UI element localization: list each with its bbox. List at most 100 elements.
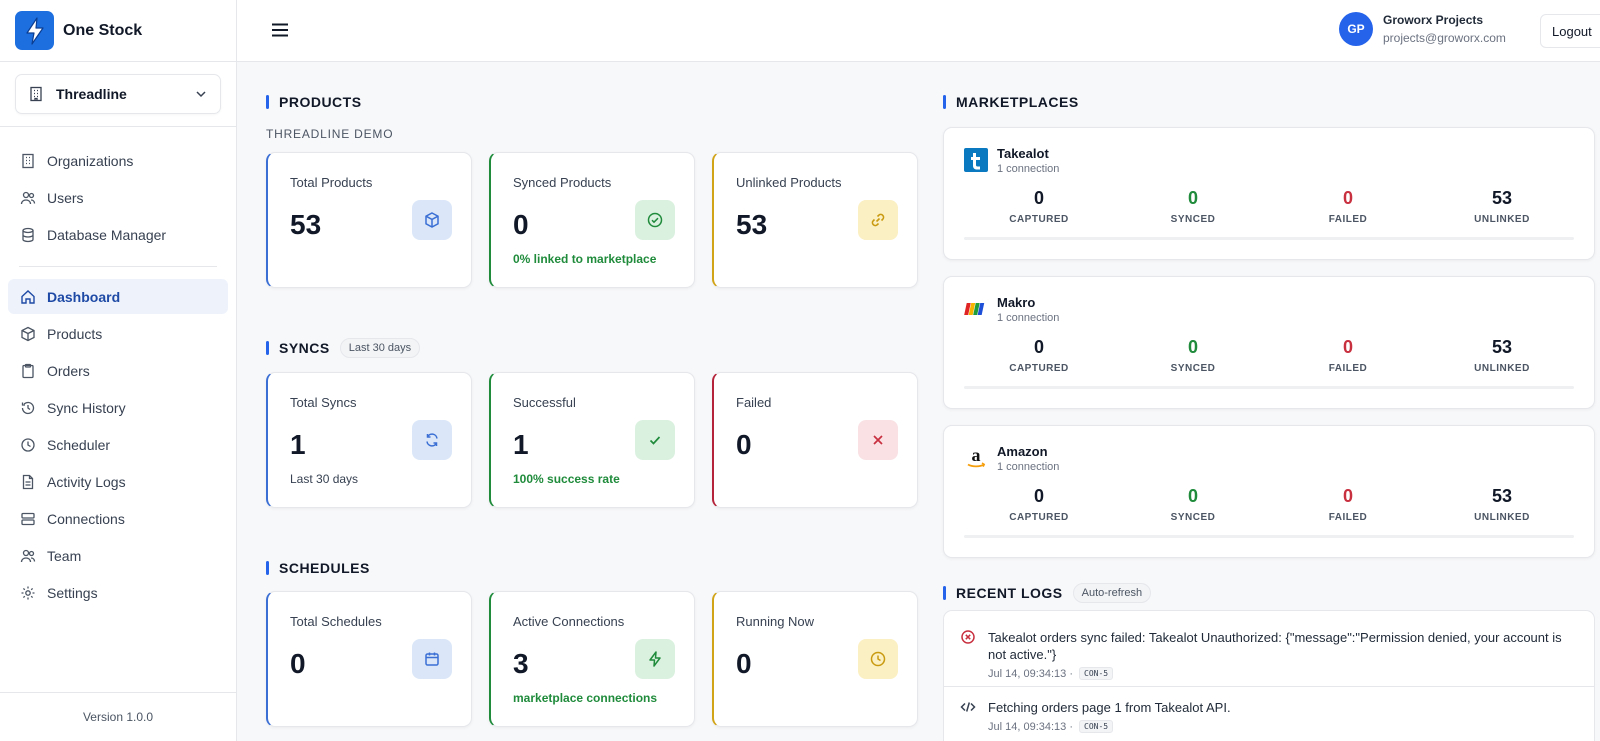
- clock-icon: [858, 639, 898, 679]
- products-section-title: PRODUCTS: [266, 94, 362, 110]
- connection-tag: CON-5: [1079, 720, 1114, 733]
- marketplace-card-amazon[interactable]: a Amazon 1 connection 0 CAPTURED 0 SYNCED …: [943, 425, 1595, 558]
- building-icon: [30, 86, 42, 102]
- sidebar-item-dashboard[interactable]: Dashboard: [8, 279, 228, 314]
- nav-divider: [19, 266, 217, 267]
- marketplace-connections: 1 connection: [997, 163, 1060, 175]
- stat-card-active-connections[interactable]: Active Connections 3 marketplace connect…: [489, 591, 695, 727]
- schedules-section-title: SCHEDULES: [266, 560, 370, 576]
- stat-failed: 0 FAILED: [1328, 486, 1368, 523]
- stat-value: 0: [290, 648, 306, 679]
- app-version: Version 1.0.0: [0, 692, 236, 741]
- clipboard-icon: [22, 363, 34, 378]
- user-profile[interactable]: GP Groworx Projects projects@groworx.com: [1339, 12, 1506, 46]
- stat-label: Active Connections: [513, 614, 625, 629]
- sidebar-item-label: Organizations: [47, 152, 134, 169]
- sidebar-item-label: Products: [47, 325, 103, 342]
- link-icon: [858, 200, 898, 240]
- marketplace-card-makro[interactable]: Makro 1 connection 0 CAPTURED 0 SYNCED 0 FA…: [943, 276, 1595, 409]
- sidebar-item-connections[interactable]: Connections: [8, 501, 228, 536]
- x-icon: [858, 420, 898, 460]
- cube-icon: [21, 326, 35, 341]
- log-time: Jul 14, 09:34:13 ·: [988, 667, 1074, 680]
- users-icon: [20, 191, 36, 204]
- takealot-logo-icon: [964, 148, 988, 172]
- check-icon: [635, 420, 675, 460]
- stat-card-unlinked-products[interactable]: Unlinked Products 53: [712, 152, 918, 288]
- marketplaces-section-title: MARKETPLACES: [943, 94, 1079, 110]
- sidebar-item-products[interactable]: Products: [8, 316, 228, 351]
- check-circle-icon: [635, 200, 675, 240]
- sidebar-item-users[interactable]: Users: [8, 180, 228, 215]
- marketplace-card-takealot[interactable]: Takealot 1 connection 0 CAPTURED 0 SYNCED …: [943, 127, 1595, 260]
- stat-captured: 0 CAPTURED: [1009, 188, 1069, 225]
- sidebar-item-activity-logs[interactable]: Activity Logs: [8, 464, 228, 499]
- clock-icon: [21, 437, 35, 452]
- stat-synced: 0 SYNCED: [1170, 486, 1216, 523]
- code-icon: [960, 702, 976, 712]
- log-time: Jul 14, 09:34:13 ·: [988, 720, 1074, 733]
- sidebar: One Stock Threadline Organizations Users…: [0, 0, 237, 741]
- stat-label: Total Products: [290, 175, 373, 190]
- error-circle-icon: [961, 630, 975, 644]
- sidebar-item-label: Settings: [47, 584, 98, 601]
- sidebar-item-label: Sync History: [47, 399, 126, 416]
- progress-track: [964, 386, 1574, 389]
- marketplace-name: Takealot: [997, 146, 1049, 161]
- stat-card-synced-products[interactable]: Synced Products 0 0% linked to marketpla…: [489, 152, 695, 288]
- sidebar-item-label: Database Manager: [47, 226, 167, 243]
- marketplace-name: Amazon: [997, 444, 1048, 459]
- connection-tag: CON-5: [1079, 667, 1114, 680]
- stat-card-total-products[interactable]: Total Products 53: [266, 152, 472, 288]
- marketplace-connections: 1 connection: [997, 312, 1060, 324]
- stat-card-successful[interactable]: Successful 1 100% success rate: [489, 372, 695, 508]
- log-meta: Jul 14, 09:34:13 · CON-5: [988, 720, 1114, 733]
- amazon-logo-icon: a: [964, 446, 988, 470]
- stat-card-total-syncs[interactable]: Total Syncs 1 Last 30 days: [266, 372, 472, 508]
- sidebar-item-organizations[interactable]: Organizations: [8, 143, 228, 178]
- recent-logs-list: Takealot orders sync failed: Takealot Un…: [943, 610, 1595, 741]
- stat-unlinked: 53 UNLINKED: [1474, 486, 1530, 523]
- home-icon: [21, 289, 35, 304]
- stat-failed: 0 FAILED: [1328, 337, 1368, 374]
- sidebar-item-team[interactable]: Team: [8, 538, 228, 573]
- section-title-text: RECENT LOGS: [956, 585, 1063, 601]
- stat-card-total-schedules[interactable]: Total Schedules 0: [266, 591, 472, 727]
- section-title-text: SCHEDULES: [279, 560, 370, 576]
- sidebar-item-scheduler[interactable]: Scheduler: [8, 427, 228, 462]
- history-icon: [21, 401, 35, 414]
- hamburger-menu-icon[interactable]: [270, 20, 290, 40]
- section-title-text: MARKETPLACES: [956, 94, 1079, 110]
- brand-name: One Stock: [63, 21, 143, 39]
- sidebar-item-database-manager[interactable]: Database Manager: [8, 217, 228, 252]
- stat-value: 1: [290, 429, 306, 460]
- file-text-icon: [22, 474, 34, 489]
- sidebar-item-label: Activity Logs: [47, 473, 126, 490]
- logout-button[interactable]: Logout: [1540, 14, 1600, 48]
- stat-unlinked: 53 UNLINKED: [1474, 188, 1530, 225]
- team-icon: [20, 549, 36, 562]
- sidebar-item-orders[interactable]: Orders: [8, 353, 228, 388]
- stat-failed: 0 FAILED: [1328, 188, 1368, 225]
- sidebar-item-label: Connections: [47, 510, 125, 527]
- building-icon: [22, 153, 34, 168]
- user-email: projects@groworx.com: [1383, 31, 1506, 45]
- section-title-text: SYNCS: [279, 340, 330, 356]
- stat-card-failed[interactable]: Failed 0: [712, 372, 918, 508]
- stat-value: 1: [513, 429, 529, 460]
- stat-label: Failed: [736, 395, 772, 410]
- sidebar-item-sync-history[interactable]: Sync History: [8, 390, 228, 425]
- stat-note: marketplace connections: [513, 691, 658, 705]
- user-name: Groworx Projects: [1383, 13, 1484, 27]
- recent-logs-section-title: RECENT LOGS Auto-refresh: [943, 583, 1152, 603]
- sidebar-item-settings[interactable]: Settings: [8, 575, 228, 610]
- stat-unlinked: 53 UNLINKED: [1474, 337, 1530, 374]
- period-badge: Last 30 days: [339, 338, 421, 358]
- section-title-text: PRODUCTS: [279, 94, 362, 110]
- gear-icon: [21, 586, 35, 599]
- brand: One Stock: [0, 0, 236, 62]
- stat-card-running-now[interactable]: Running Now 0: [712, 591, 918, 727]
- stat-value: 3: [513, 648, 529, 679]
- organization-select[interactable]: Threadline: [15, 74, 221, 114]
- stat-label: Successful: [513, 395, 576, 410]
